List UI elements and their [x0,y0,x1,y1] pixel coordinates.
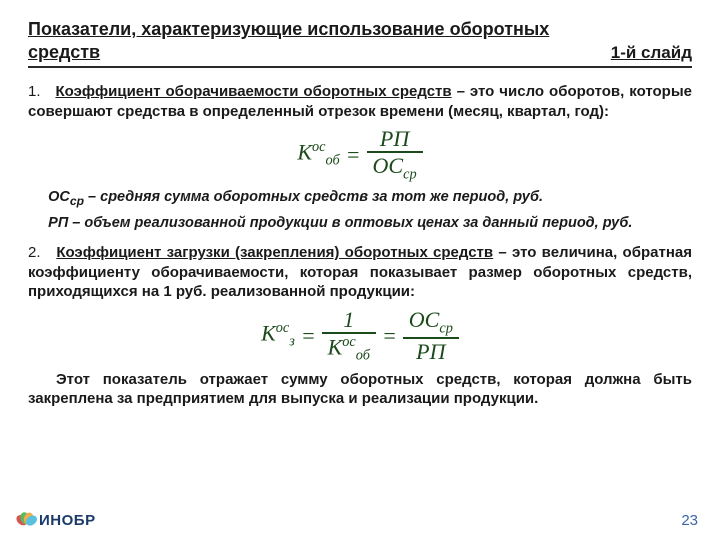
definitions-1: ОСср – средняя сумма оборотных средств з… [28,188,692,233]
formula-2-fraction-2: ОСср РП [403,308,459,363]
formula-2-left: Косз [261,320,295,351]
slide-body: Показатели, характеризующие использовани… [0,0,720,409]
formula-1-fraction: РП ОСср [367,127,423,182]
def-os: ОСср – средняя сумма оборотных средств з… [28,188,692,209]
equals-sign: = [346,142,361,168]
closing-paragraph: Этот показатель отражает сумму оборотных… [28,370,692,409]
item-1-term: Коэффициент оборачиваемости оборотных ср… [55,83,451,100]
formula-1: Кособ = РП ОСср [28,127,692,182]
footer: ИНОБР 23 [0,506,720,540]
item-1-number: 1. [28,83,41,100]
formula-1-left: Кособ [297,139,339,170]
item-2-number: 2. [28,244,41,261]
formula-2-fraction-1: 1 Кособ [322,308,376,364]
equals-sign: = [382,323,397,349]
item-2-paragraph: 2. Коэффициент загрузки (закрепления) об… [28,243,692,302]
slide-title: Показатели, характеризующие использовани… [28,18,599,63]
item-2-term: Коэффициент загрузки (закрепления) оборо… [56,244,493,261]
item-1-paragraph: 1. Коэффициент оборачиваемости оборотных… [28,82,692,121]
formula-2: Косз = 1 Кособ = ОСср РП [28,308,692,364]
logo-text: ИНОБР [39,512,96,529]
logo-icon [16,510,36,530]
equals-sign: = [301,323,316,349]
logo: ИНОБР [16,510,96,530]
title-row: Показатели, характеризующие использовани… [28,18,692,68]
page-number: 23 [681,512,698,529]
slide-number-label: 1-й слайд [611,43,692,63]
def-rp: РП – объем реализованной продукции в опт… [28,214,692,234]
